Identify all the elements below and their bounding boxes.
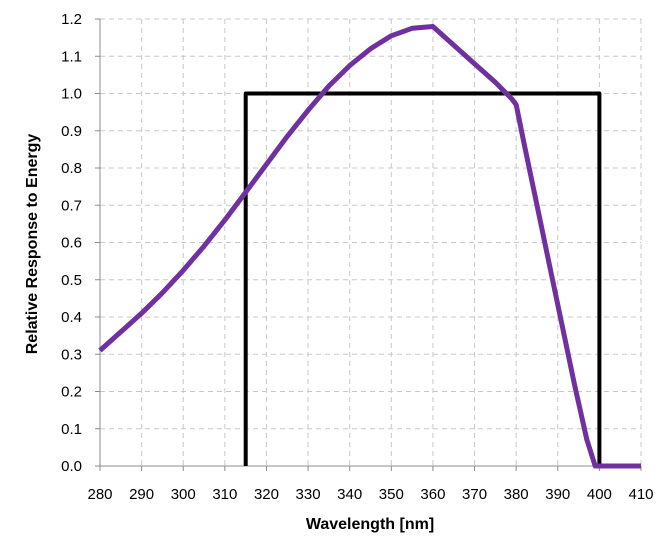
y-tick-label: 1.1 <box>61 48 82 65</box>
x-tick-label: 320 <box>254 486 279 503</box>
axes-layer <box>95 18 642 471</box>
x-tick-label: 370 <box>462 486 487 503</box>
x-tick-label: 310 <box>212 486 237 503</box>
x-tick-label: 350 <box>379 486 404 503</box>
x-tick-label: 410 <box>628 486 653 503</box>
series-layer <box>98 24 641 469</box>
x-tick-label: 340 <box>337 486 362 503</box>
x-tick-label: 390 <box>545 486 570 503</box>
y-tick-label: 0.9 <box>61 123 82 140</box>
y-tick-label: 0.5 <box>61 272 82 289</box>
grid-layer <box>100 18 642 466</box>
x-tick-label: 400 <box>587 486 612 503</box>
y-tick-label: 0.1 <box>61 421 82 438</box>
y-tick-label: 0.2 <box>61 384 82 401</box>
y-tick-label: 1.2 <box>61 11 82 28</box>
y-tick-label: 0.0 <box>61 458 82 475</box>
x-tick-label: 300 <box>171 486 196 503</box>
series-line-response-curve <box>98 24 641 469</box>
x-tick-label: 380 <box>504 486 529 503</box>
x-axis-title: Wavelength [nm] <box>306 516 434 533</box>
series-line-rectangular-band <box>243 91 602 466</box>
tick-labels: 0.0 0.1 0.2 0.3 0.4 0.5 0.6 0.7 0.8 0.9 1.0 1.1 1.2 2… <box>61 11 653 503</box>
x-tick-label: 290 <box>129 486 154 503</box>
x-tick-label: 360 <box>420 486 445 503</box>
y-tick-label: 1.0 <box>61 86 82 103</box>
y-tick-label: 0.3 <box>61 346 82 363</box>
y-tick-label: 0.6 <box>61 235 82 252</box>
x-tick-label: 330 <box>296 486 321 503</box>
y-tick-label: 0.4 <box>61 309 82 326</box>
y-axis-title: Relative Response to Energy <box>24 134 41 355</box>
x-tick-label: 280 <box>87 486 112 503</box>
y-tick-label: 0.7 <box>61 197 82 214</box>
y-tick-label: 0.8 <box>61 160 82 177</box>
